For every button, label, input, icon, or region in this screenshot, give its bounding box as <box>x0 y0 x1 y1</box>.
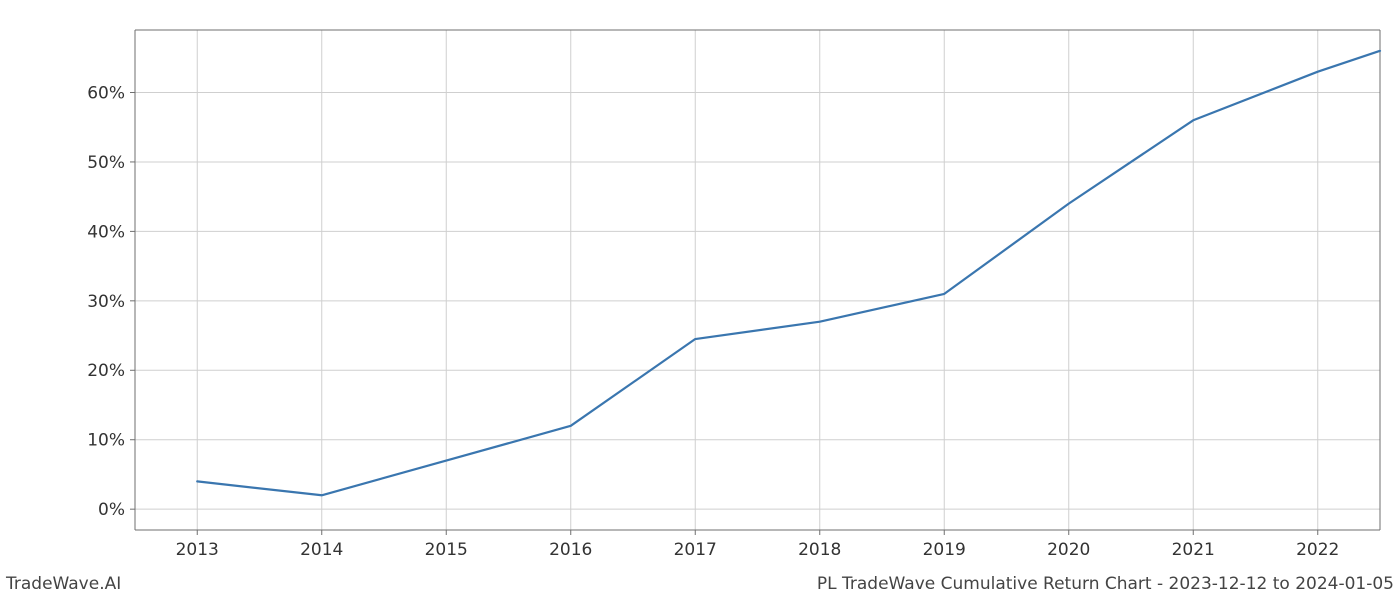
x-tick-label: 2013 <box>176 540 219 560</box>
x-tick-label: 2018 <box>798 540 841 560</box>
y-tick-label: 20% <box>87 361 125 381</box>
y-tick-label: 0% <box>98 500 125 520</box>
footer-left-text: TradeWave.AI <box>6 574 121 594</box>
y-tick-label: 50% <box>87 153 125 173</box>
x-tick-label: 2017 <box>674 540 717 560</box>
y-tick-label: 10% <box>87 431 125 451</box>
y-tick-label: 40% <box>87 222 125 242</box>
x-tick-label: 2019 <box>923 540 966 560</box>
x-tick-label: 2014 <box>300 540 343 560</box>
x-tick-label: 2016 <box>549 540 592 560</box>
x-tick-label: 2020 <box>1047 540 1090 560</box>
chart-container: 2013 2014 2015 2016 2017 2018 2019 2020 2021 2022… <box>0 0 1400 600</box>
y-tick-label: 30% <box>87 292 125 312</box>
y-tick-label: 60% <box>87 83 125 103</box>
x-tick-label: 2015 <box>425 540 468 560</box>
line-chart: 2013 2014 2015 2016 2017 2018 2019 2020 2021 2022… <box>0 0 1400 600</box>
x-tick-label: 2021 <box>1172 540 1215 560</box>
footer-right-text: PL TradeWave Cumulative Return Chart - 2… <box>817 574 1394 594</box>
x-tick-label: 2022 <box>1296 540 1339 560</box>
